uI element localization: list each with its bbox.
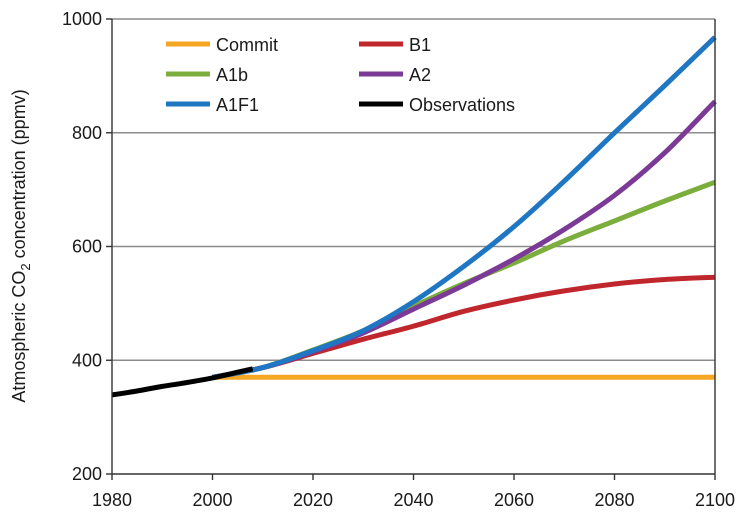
x-tick-label-2000: 2000 <box>192 490 232 510</box>
x-tick-label-2100: 2100 <box>695 490 735 510</box>
x-tick-labels: 1980 2000 2020 2040 2060 2080 2100 <box>92 490 735 510</box>
y-tick-label-600: 600 <box>72 237 102 257</box>
y-tick-labels: 200 400 600 800 1000 <box>62 9 102 484</box>
legend-entry-commit: Commit <box>166 35 278 55</box>
legend-label-observations: Observations <box>409 95 515 115</box>
series-lines <box>111 35 717 398</box>
y-axis-title-suffix: concentration (ppmv) <box>9 89 29 263</box>
legend-entry-a1b: A1b <box>166 65 248 85</box>
y-axis-title-prefix: Atmospheric CO <box>9 271 29 403</box>
x-tick-label-2080: 2080 <box>594 490 634 510</box>
y-tick-label-800: 800 <box>72 123 102 143</box>
legend-entry-a2: A2 <box>359 65 431 85</box>
legend-entry-observations: Observations <box>359 95 515 115</box>
legend-entry-a1f1: A1F1 <box>166 95 259 115</box>
x-tick-label-1980: 1980 <box>92 490 132 510</box>
legend-label-a2: A2 <box>409 65 431 85</box>
series-line-a1f1 <box>212 35 717 380</box>
legend: Commit B1 A1b A2 A1F1 Observations <box>166 35 515 115</box>
gridlines <box>112 18 715 361</box>
x-tick-label-2060: 2060 <box>494 490 534 510</box>
y-tick-label-400: 400 <box>72 350 102 370</box>
x-tick-label-2040: 2040 <box>393 490 433 510</box>
x-tick-label-2020: 2020 <box>293 490 333 510</box>
y-tick-label-200: 200 <box>72 464 102 484</box>
legend-label-a1b: A1b <box>216 65 248 85</box>
legend-entry-b1: B1 <box>359 35 431 55</box>
legend-label-a1f1: A1F1 <box>216 95 259 115</box>
axes <box>106 18 716 480</box>
legend-label-commit: Commit <box>216 35 278 55</box>
legend-label-b1: B1 <box>409 35 431 55</box>
series-line-observations <box>111 366 254 398</box>
y-axis-title-subscript: 2 <box>18 263 33 270</box>
series-line-a2 <box>212 99 717 380</box>
y-axis-title: Atmospheric CO2 concentration (ppmv) <box>9 89 33 402</box>
y-tick-label-1000: 1000 <box>62 9 102 29</box>
